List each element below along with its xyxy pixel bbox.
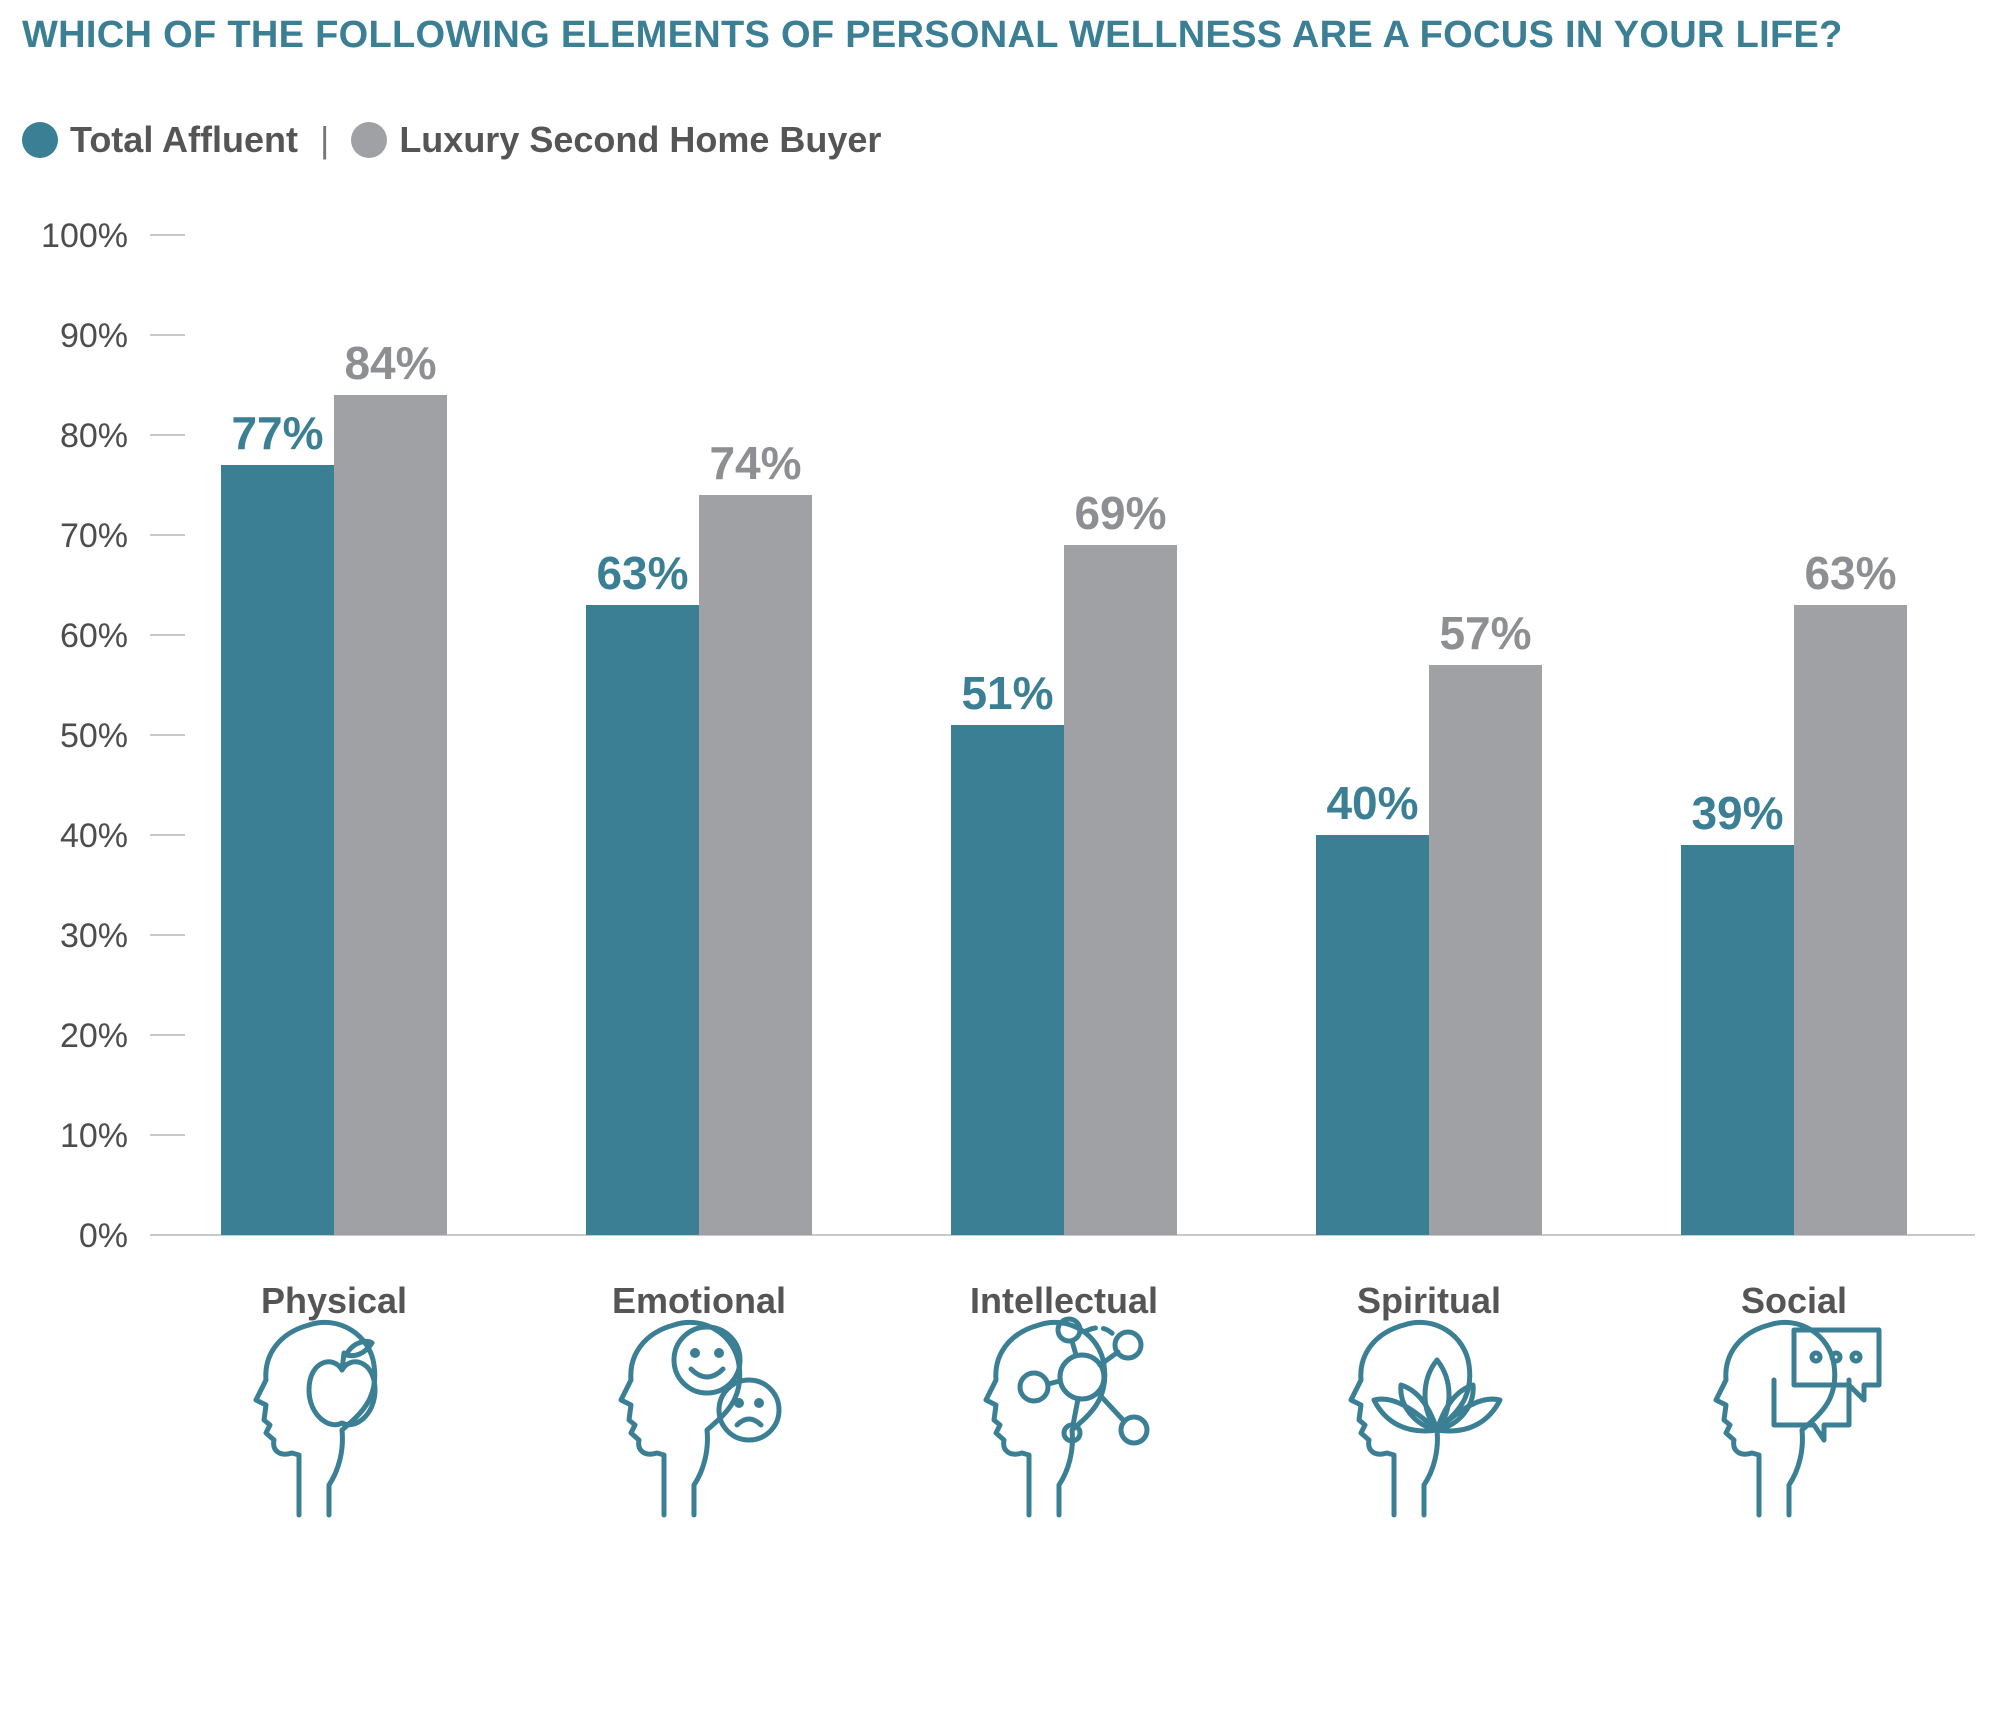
x-tick-label-spiritual: Spiritual <box>1357 1280 1501 1321</box>
category-labels: Physical Emotional Intellectual Spiritual So… <box>261 1280 1847 1321</box>
x-tick-label-emotional: Emotional <box>612 1280 786 1321</box>
bar-total-affluent-spiritual <box>1316 835 1429 1235</box>
bar-luxury-second-home-buyer-emotional <box>699 495 812 1235</box>
data-label: 51% <box>961 667 1053 719</box>
chart-title: WHICH OF THE FOLLOWING ELEMENTS OF PERSO… <box>22 14 1843 56</box>
data-label: 39% <box>1691 787 1783 839</box>
head-faces-icon <box>618 1319 782 1518</box>
y-tick-label: 40% <box>60 817 128 855</box>
value-labels: 77% 84% 63% 74% 51% 69% 40% 57% 39% 63% <box>231 337 1896 839</box>
data-label: 40% <box>1326 777 1418 829</box>
category-icons <box>253 1316 1882 1518</box>
y-tick-label: 90% <box>60 317 128 355</box>
head-lotus-icon <box>1348 1319 1503 1518</box>
legend-item-total-affluent: Total Affluent <box>22 119 298 161</box>
y-tick-label: 80% <box>60 417 128 455</box>
y-tick-label: 0% <box>79 1217 128 1255</box>
legend-label-luxury-second-home-buyer: Luxury Second Home Buyer <box>399 119 882 160</box>
legend-swatch-total-affluent <box>22 122 58 158</box>
data-label: 63% <box>596 547 688 599</box>
data-label: 63% <box>1804 547 1896 599</box>
y-tick-label: 60% <box>60 617 128 655</box>
legend-separator: | <box>319 119 330 160</box>
data-label: 84% <box>344 337 436 389</box>
y-tick-label: 50% <box>60 717 128 755</box>
head-network-icon <box>983 1316 1150 1518</box>
bars <box>221 395 1907 1235</box>
bar-luxury-second-home-buyer-intellectual <box>1064 545 1177 1235</box>
bar-total-affluent-emotional <box>586 605 699 1235</box>
x-tick-label-social: Social <box>1741 1280 1847 1321</box>
bar-total-affluent-intellectual <box>951 725 1064 1235</box>
bar-total-affluent-social <box>1681 845 1794 1235</box>
bar-luxury-second-home-buyer-social <box>1794 605 1907 1235</box>
bar-luxury-second-home-buyer-spiritual <box>1429 665 1542 1235</box>
data-label: 74% <box>709 437 801 489</box>
bar-luxury-second-home-buyer-physical <box>334 395 447 1235</box>
legend-label-total-affluent: Total Affluent <box>70 119 298 160</box>
legend-swatch-luxury-second-home-buyer <box>351 122 388 158</box>
y-tick-label: 30% <box>60 917 128 955</box>
head-chat-icon <box>1713 1319 1882 1518</box>
x-tick-label-intellectual: Intellectual <box>970 1280 1158 1321</box>
bar-total-affluent-physical <box>221 465 334 1235</box>
y-tick-label: 10% <box>60 1117 128 1155</box>
y-tick-label: 20% <box>60 1017 128 1055</box>
head-apple-icon <box>253 1319 378 1518</box>
y-tick-label: 70% <box>60 517 128 555</box>
legend-item-luxury-second-home-buyer: Luxury Second Home Buyer <box>351 119 881 161</box>
legend: Total Affluent | Luxury Second Home Buye… <box>22 115 881 165</box>
data-label: 77% <box>231 407 323 459</box>
data-label: 57% <box>1439 607 1531 659</box>
y-tick-label: 100% <box>41 217 128 255</box>
x-tick-label-physical: Physical <box>261 1280 407 1321</box>
data-label: 69% <box>1074 487 1166 539</box>
